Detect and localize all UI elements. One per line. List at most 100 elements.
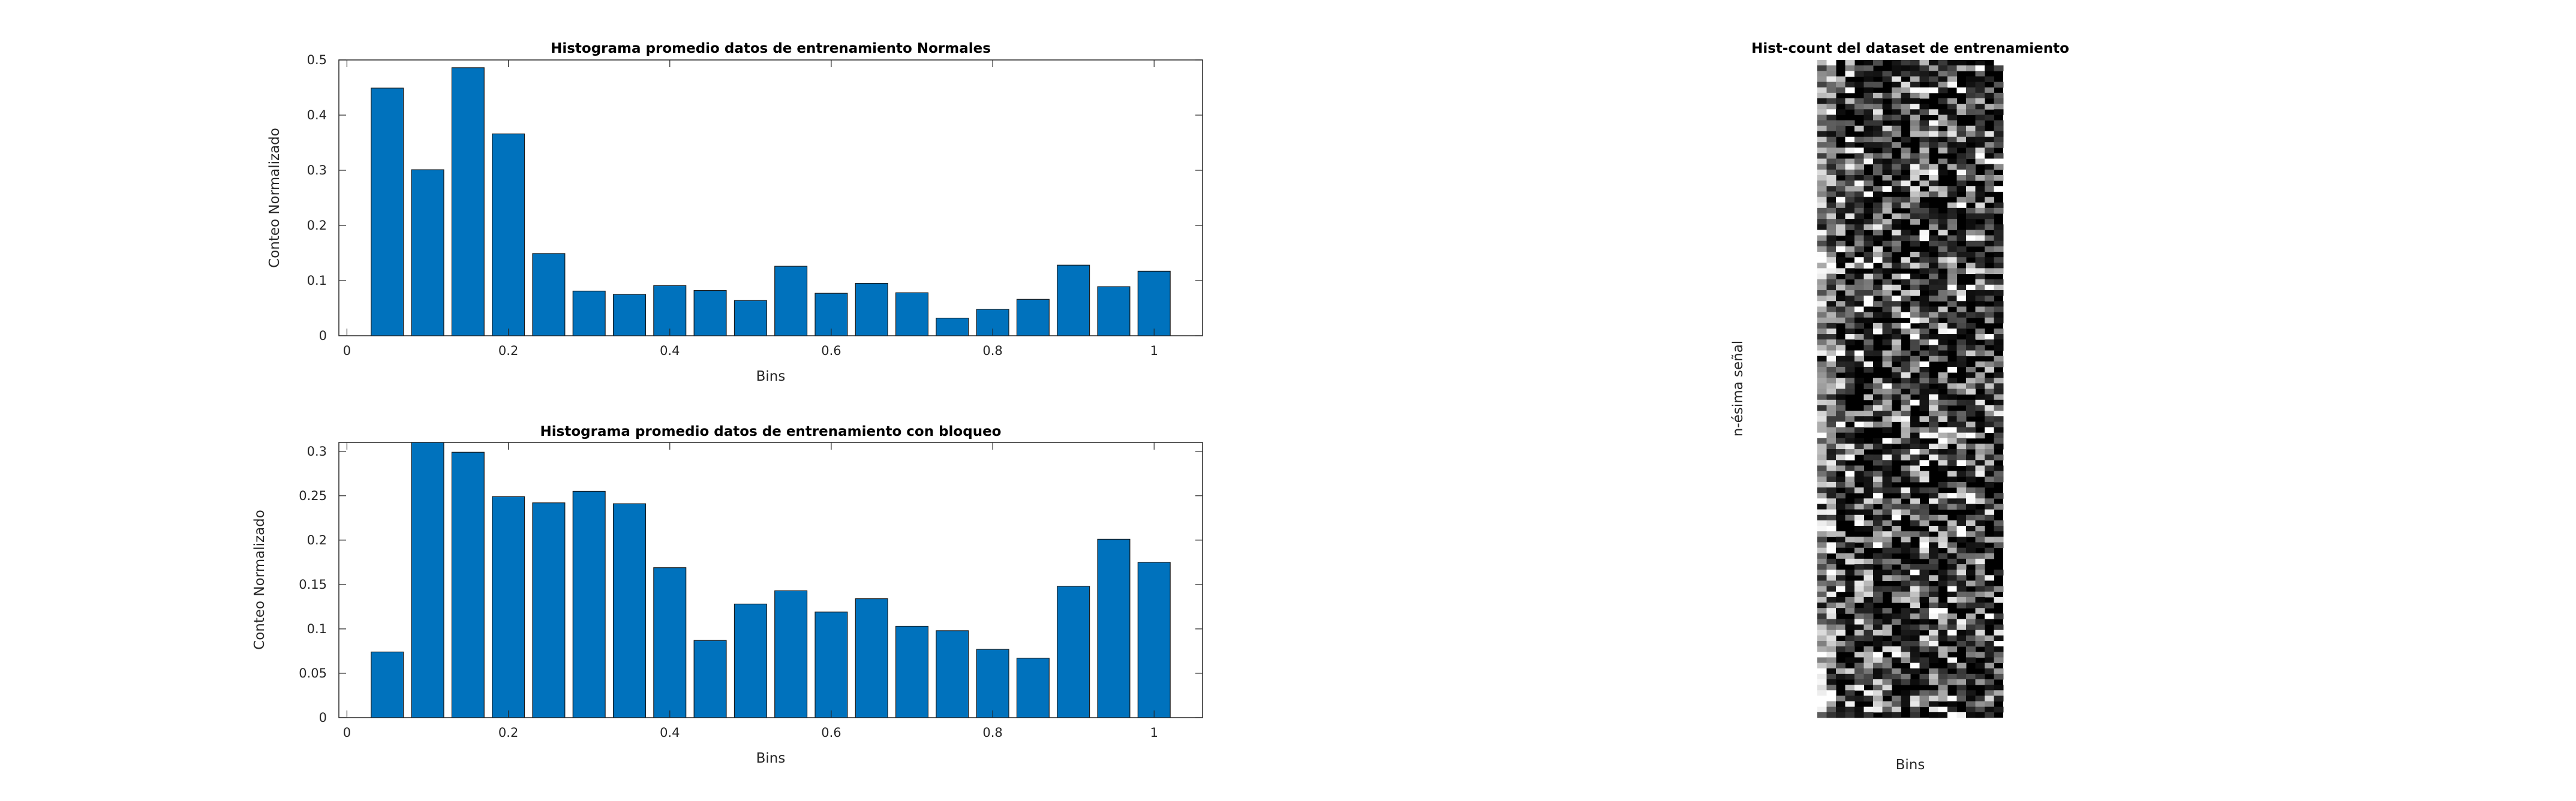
heatmap-cell (1873, 575, 1883, 581)
heatmap-cell (1994, 109, 2004, 115)
heatmap-cell (1910, 120, 1920, 127)
heatmap-cell (1845, 504, 1855, 510)
heatmap-cell (1975, 136, 1985, 143)
heatmap-cell (1947, 575, 1957, 581)
heatmap-cell (1836, 284, 1845, 291)
bottom-bar (653, 567, 687, 718)
heatmap-cell (1929, 416, 1938, 422)
heatmap-cell (1892, 186, 1901, 192)
heatmap-cell (1956, 296, 1967, 302)
heatmap-cell (1901, 624, 1911, 631)
heatmap-cell (1929, 312, 1938, 318)
heatmap-cell (1901, 564, 1911, 570)
heatmap-cell (1994, 306, 2004, 313)
heatmap-cell (1817, 558, 1827, 565)
heatmap-cell (1910, 60, 1920, 66)
top-x-axis-label: Bins (756, 369, 786, 384)
heatmap-cell (1826, 246, 1836, 252)
heatmap-cell (1919, 378, 1929, 384)
heatmap-cell (1956, 432, 1967, 439)
bottom-y-tick-label: 0.05 (299, 666, 327, 680)
top-x-ticks: 0 0.2 0.4 0.6 0.8 1 (343, 60, 1158, 358)
heatmap-cell (1892, 416, 1901, 422)
heatmap-cell (1863, 224, 1874, 230)
heatmap-cell (1901, 366, 1911, 373)
heatmap-cell (1929, 411, 1938, 417)
heatmap-cell (1901, 82, 1911, 88)
heatmap-cell (1919, 399, 1929, 406)
heatmap-cell (1929, 317, 1938, 324)
heatmap-cell (1854, 657, 1864, 664)
heatmap-cell (1956, 471, 1967, 477)
heatmap-cell (1966, 597, 1976, 603)
heatmap-cell (1938, 98, 1948, 104)
heatmap-cell (1966, 372, 1976, 378)
heatmap-title: Hist-count del dataset de entrenamiento (1751, 41, 2069, 56)
heatmap-cell (1826, 712, 1836, 718)
heatmap-cell (1985, 591, 1994, 598)
heatmap-cell (1836, 695, 1845, 702)
heatmap-cell (1966, 230, 1976, 236)
bottom-y-tick-label: 0.1 (307, 622, 327, 636)
heatmap-cell (1919, 60, 1929, 66)
heatmap-cell (1826, 361, 1836, 368)
heatmap-cell (1863, 405, 1874, 411)
heatmap-cell (1892, 531, 1901, 537)
heatmap-cell (1901, 443, 1911, 450)
heatmap-cell (1817, 706, 1827, 713)
top-x-tick-label: 0.8 (982, 344, 1002, 358)
heatmap-cell (1956, 60, 1967, 66)
heatmap-cell (1938, 284, 1948, 291)
heatmap-cell (1863, 520, 1874, 526)
heatmap-cell (1863, 235, 1874, 242)
heatmap-cell (1956, 125, 1967, 132)
heatmap-cell (1994, 635, 2004, 642)
heatmap-cell (1929, 224, 1938, 230)
heatmap-cell (1901, 652, 1911, 658)
heatmap-cell (1882, 547, 1892, 554)
heatmap-cell (1845, 580, 1855, 587)
heatmap-cell (1919, 306, 1929, 313)
heatmap-cell (1892, 438, 1901, 444)
heatmap-cell (1956, 317, 1967, 324)
heatmap-cell (1845, 558, 1855, 565)
heatmap-cell (1882, 378, 1892, 384)
heatmap-cell (1910, 603, 1920, 609)
heatmap-cell (1929, 82, 1938, 88)
heatmap-cell (1882, 630, 1892, 636)
heatmap-cell (1947, 547, 1957, 554)
heatmap-cell (1975, 553, 1985, 559)
heatmap-cell (1836, 416, 1845, 422)
heatmap-cell (1892, 652, 1901, 658)
heatmap-cell (1929, 389, 1938, 395)
heatmap-cell (1966, 591, 1976, 598)
heatmap-cell (1882, 476, 1892, 483)
heatmap-cell (1873, 635, 1883, 642)
heatmap-cell (1854, 246, 1864, 252)
heatmap-cell (1966, 186, 1976, 192)
heatmap-cell (1956, 306, 1967, 313)
heatmap-cell (1882, 613, 1892, 619)
heatmap-cell (1863, 76, 1874, 83)
heatmap-cell (1938, 296, 1948, 302)
heatmap-cell (1845, 411, 1855, 417)
heatmap-cell (1892, 498, 1901, 504)
heatmap-cell (1994, 531, 2004, 537)
heatmap-cell (1892, 668, 1901, 674)
heatmap-cell (1826, 92, 1836, 99)
heatmap-cell (1994, 630, 2004, 636)
heatmap-cell (1873, 158, 1883, 165)
heatmap-cell (1947, 213, 1957, 219)
heatmap-cell (1863, 279, 1874, 285)
heatmap-cell (1882, 537, 1892, 543)
heatmap-cell (1873, 290, 1883, 296)
top-y-ticks: 00.10.20.30.40.5 (307, 53, 1203, 343)
heatmap-cell (1863, 147, 1874, 153)
heatmap-cell (1947, 279, 1957, 285)
heatmap-cell (1938, 493, 1948, 499)
heatmap-cell (1873, 251, 1883, 258)
heatmap-cell (1873, 597, 1883, 603)
heatmap-cell (1994, 411, 2004, 417)
heatmap-cell (1919, 509, 1929, 516)
heatmap-cell (1956, 131, 1967, 137)
